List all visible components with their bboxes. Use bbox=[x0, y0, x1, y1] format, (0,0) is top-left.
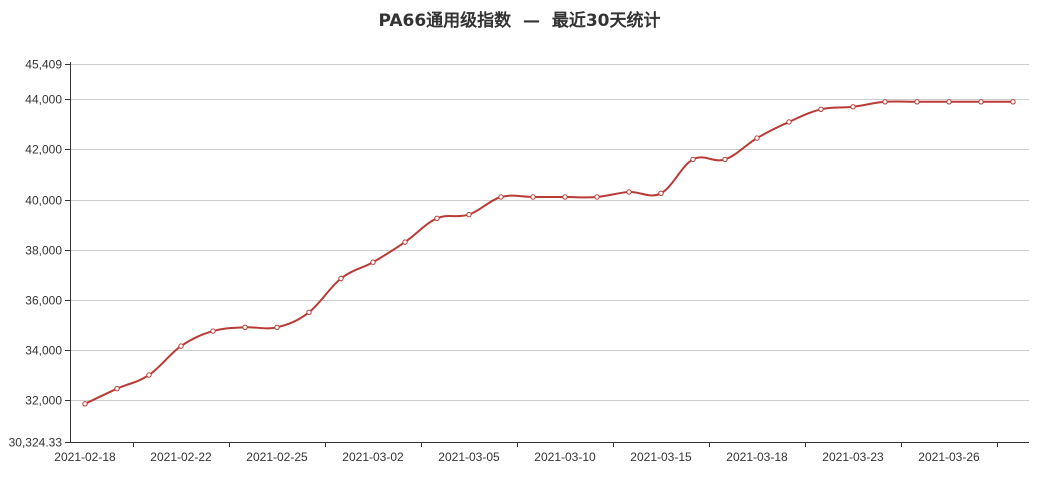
y-tick-label: 42,000 bbox=[25, 143, 62, 157]
data-point bbox=[658, 190, 664, 197]
data-point bbox=[626, 189, 632, 195]
y-tick-label: 44,000 bbox=[25, 93, 62, 107]
data-point bbox=[274, 324, 280, 330]
data-point bbox=[242, 324, 248, 330]
data-point bbox=[690, 156, 696, 163]
x-tick-label: 2021-03-23 bbox=[822, 450, 884, 464]
y-tick-label: 36,000 bbox=[25, 294, 62, 308]
x-tick-label: 2021-02-25 bbox=[246, 450, 308, 464]
y-tick-label: 38,000 bbox=[25, 244, 62, 258]
data-point bbox=[434, 215, 440, 222]
x-tick-label: 2021-03-02 bbox=[342, 450, 404, 464]
data-point bbox=[722, 156, 728, 163]
chart-title: PA66通用级指数 — 最近30天统计 bbox=[378, 11, 661, 31]
data-point bbox=[338, 275, 344, 282]
data-point bbox=[914, 99, 920, 105]
data-point bbox=[114, 386, 120, 392]
data-point bbox=[786, 119, 792, 125]
data-point bbox=[466, 211, 472, 218]
y-tick-label: 34,000 bbox=[25, 344, 62, 358]
x-tick-label: 2021-02-18 bbox=[54, 450, 116, 464]
data-point bbox=[530, 194, 536, 200]
data-point bbox=[402, 239, 408, 245]
x-tick-label: 2021-03-18 bbox=[726, 450, 788, 464]
data-point bbox=[178, 343, 184, 349]
x-tick-label: 2021-03-05 bbox=[438, 450, 500, 464]
data-point bbox=[370, 259, 376, 265]
data-point bbox=[146, 372, 152, 378]
data-point bbox=[818, 106, 824, 113]
data-point bbox=[754, 135, 760, 141]
series-line bbox=[84, 100, 1013, 405]
data-point bbox=[850, 104, 856, 110]
data-point bbox=[498, 194, 504, 200]
y-tick-label: 40,000 bbox=[25, 194, 62, 208]
x-tick-label: 2021-03-15 bbox=[630, 450, 692, 464]
data-point bbox=[946, 99, 952, 105]
y-tick-label: 32,000 bbox=[25, 394, 62, 408]
data-point bbox=[978, 99, 984, 105]
x-tick-label: 2021-02-22 bbox=[150, 450, 212, 464]
data-point bbox=[1010, 99, 1016, 105]
data-point bbox=[210, 328, 216, 334]
x-tick-label: 2021-03-26 bbox=[918, 450, 980, 464]
data-point bbox=[82, 401, 88, 407]
data-point bbox=[562, 194, 568, 200]
x-tick-label: 2021-03-10 bbox=[534, 450, 596, 464]
y-tick-label: 30,324.33 bbox=[9, 436, 63, 450]
y-tick-label: 45,409 bbox=[25, 58, 62, 72]
data-point bbox=[882, 99, 888, 105]
data-point bbox=[306, 309, 312, 315]
data-point bbox=[594, 194, 600, 200]
